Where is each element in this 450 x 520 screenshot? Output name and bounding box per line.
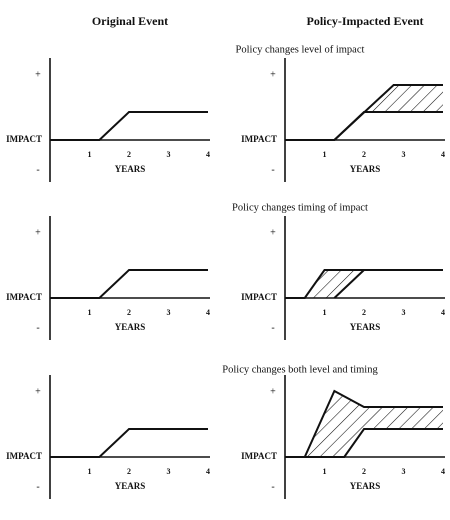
x-tick-label: 4	[441, 308, 445, 317]
impact-curve	[50, 428, 208, 458]
x-tick-label: 2	[362, 308, 366, 317]
x-axis-label: YEARS	[350, 322, 381, 332]
impact-curve	[333, 269, 365, 299]
panel-title: Policy changes timing of impact	[232, 202, 368, 213]
minus-sign: -	[271, 481, 274, 492]
x-tick-label: 1	[88, 467, 92, 476]
column-header: Policy-Impacted Event	[307, 14, 424, 28]
x-tick-label: 1	[323, 467, 327, 476]
x-tick-label: 2	[127, 308, 131, 317]
plus-sign: +	[35, 227, 41, 238]
y-axis-label: IMPACT	[241, 292, 277, 302]
x-tick-label: 3	[402, 150, 406, 159]
hatched-area	[334, 85, 443, 140]
x-tick-label: 2	[362, 150, 366, 159]
impact-curve	[285, 269, 443, 299]
x-tick-label: 2	[127, 467, 131, 476]
plus-sign: +	[270, 386, 276, 397]
x-axis-label: YEARS	[350, 481, 381, 491]
plus-sign: +	[270, 227, 276, 238]
y-axis-label: IMPACT	[6, 292, 42, 302]
x-tick-label: 4	[441, 150, 445, 159]
x-tick-label: 2	[127, 150, 131, 159]
y-axis-label: IMPACT	[6, 134, 42, 144]
x-tick-label: 1	[88, 308, 92, 317]
impact-curve	[333, 84, 443, 141]
panel-title: Policy changes level of impact	[236, 44, 365, 55]
x-tick-label: 3	[167, 467, 171, 476]
minus-sign: -	[271, 322, 274, 333]
x-tick-label: 4	[206, 467, 210, 476]
minus-sign: -	[271, 164, 274, 175]
x-tick-label: 3	[167, 308, 171, 317]
impact-curve	[50, 269, 208, 299]
x-tick-label: 1	[88, 150, 92, 159]
column-header: Original Event	[92, 14, 168, 28]
y-axis-label: IMPACT	[241, 134, 277, 144]
x-tick-label: 4	[206, 308, 210, 317]
minus-sign: -	[36, 164, 39, 175]
impact-curve	[50, 111, 208, 141]
x-tick-label: 3	[402, 467, 406, 476]
minus-sign: -	[36, 322, 39, 333]
x-tick-label: 1	[323, 308, 327, 317]
panel-title: Policy changes both level and timing	[222, 364, 378, 375]
x-tick-label: 3	[167, 150, 171, 159]
plus-sign: +	[35, 69, 41, 80]
x-tick-label: 4	[206, 150, 210, 159]
minus-sign: -	[36, 481, 39, 492]
y-axis-label: IMPACT	[6, 451, 42, 461]
x-tick-label: 3	[402, 308, 406, 317]
x-axis-label: YEARS	[115, 164, 146, 174]
x-axis-label: YEARS	[115, 481, 146, 491]
x-tick-label: 2	[362, 467, 366, 476]
plus-sign: +	[35, 386, 41, 397]
x-tick-label: 1	[323, 150, 327, 159]
x-tick-label: 4	[441, 467, 445, 476]
x-axis-label: YEARS	[350, 164, 381, 174]
x-axis-label: YEARS	[115, 322, 146, 332]
plus-sign: +	[270, 69, 276, 80]
hatched-area	[304, 391, 443, 457]
impact-curve	[285, 428, 443, 458]
y-axis-label: IMPACT	[241, 451, 277, 461]
impact-curve	[285, 111, 443, 141]
